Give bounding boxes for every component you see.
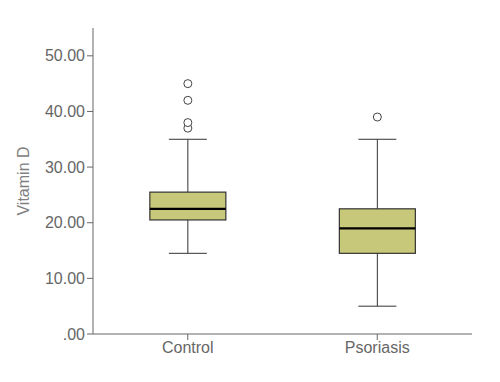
svg-text:Psoriasis: Psoriasis <box>345 339 410 356</box>
svg-text:Vitamin D: Vitamin D <box>15 146 32 215</box>
svg-text:50.00: 50.00 <box>45 47 85 64</box>
svg-text:20.00: 20.00 <box>45 214 85 231</box>
svg-text:40.00: 40.00 <box>45 103 85 120</box>
svg-text:10.00: 10.00 <box>45 270 85 287</box>
svg-text:30.00: 30.00 <box>45 159 85 176</box>
svg-text:.00: .00 <box>63 326 85 343</box>
svg-text:Control: Control <box>162 339 214 356</box>
